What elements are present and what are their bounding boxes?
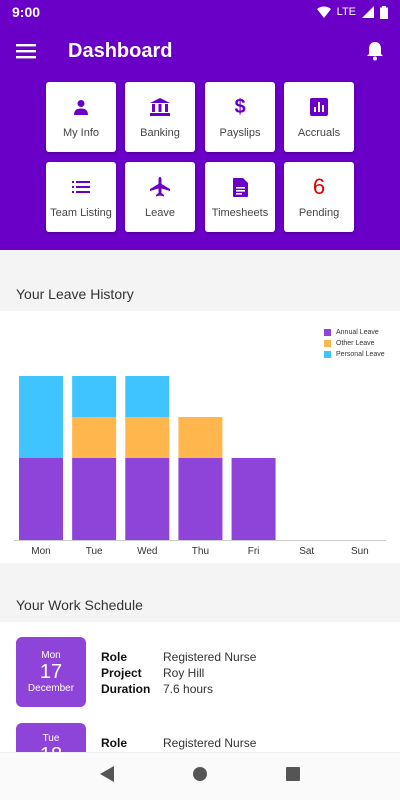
tile-label: Payslips (219, 127, 261, 139)
tile-payslips[interactable]: $ Payslips (205, 82, 275, 152)
tile-label: Pending (298, 207, 340, 219)
legend-item-annual: Annual Leave (324, 329, 385, 336)
x-tick-label: Sun (351, 546, 369, 557)
bar-other-leave-wed (125, 417, 170, 458)
legend-swatch (324, 340, 331, 347)
notification-bell-icon[interactable] (366, 41, 384, 61)
legend-label: Annual Leave (336, 329, 379, 336)
tile-label: Leave (145, 207, 175, 219)
schedule-item[interactable]: Tue 18 Role Registered Nurse (16, 723, 384, 752)
chart-legend: Annual Leave Other Leave Personal Leave (324, 329, 385, 362)
recents-icon[interactable] (286, 767, 301, 786)
role-label: Role (101, 736, 128, 750)
back-icon[interactable] (99, 766, 114, 787)
tile-timesheets[interactable]: Timesheets (205, 162, 275, 232)
shift-details: Role Registered Nurse Project Roy Hill Dur… (101, 649, 256, 697)
x-tick-label: Fri (248, 546, 260, 557)
bar-other-leave-thu (178, 417, 223, 458)
system-nav-bar (0, 752, 400, 800)
tile-my-info[interactable]: My Info (46, 82, 116, 152)
bar-personal-leave-mon (19, 376, 63, 458)
legend-label: Personal Leave (336, 351, 385, 358)
leave-history-card: Annual Leave Other Leave Personal Leave … (0, 311, 400, 563)
bank-icon (150, 98, 170, 116)
tile-team-listing[interactable]: Team Listing (46, 162, 116, 232)
bar-personal-leave-tue (72, 376, 117, 417)
app-bar: Dashboard (0, 24, 400, 78)
legend-item-other: Other Leave (324, 340, 385, 347)
legend-item-personal: Personal Leave (324, 351, 385, 358)
tile-label: Accruals (297, 127, 341, 139)
status-time: 9:00 (12, 4, 41, 20)
battery-icon (380, 5, 388, 19)
status-bar: 9:00 LTE (0, 0, 400, 24)
leave-history-heading: Your Leave History (16, 286, 134, 302)
project-value: Roy Hill (163, 666, 205, 680)
legend-swatch (324, 329, 331, 336)
x-tick-label: Sat (299, 546, 314, 557)
bar-other-leave-tue (72, 417, 117, 458)
document-icon (232, 177, 248, 197)
work-schedule-heading: Your Work Schedule (16, 597, 143, 613)
shift-details: Role Registered Nurse (101, 735, 256, 751)
bar-chart-icon (310, 98, 328, 116)
tile-accruals[interactable]: Accruals (284, 82, 354, 152)
work-schedule-card: Mon 17 December Role Registered Nurse Pro… (0, 622, 400, 752)
person-icon (74, 100, 88, 115)
x-tick-label: Tue (86, 546, 103, 557)
legend-label: Other Leave (336, 340, 375, 347)
date-weekday: Tue (42, 733, 60, 744)
bar-annual-leave-thu (178, 458, 223, 540)
menu-icon[interactable] (16, 43, 36, 59)
wifi-icon (316, 6, 331, 18)
role-value: Registered Nurse (163, 736, 257, 750)
x-tick-label: Wed (137, 546, 157, 557)
x-tick-label: Thu (192, 546, 209, 557)
list-icon (72, 181, 90, 193)
duration-value: 7.6 hours (163, 682, 214, 696)
role-value: Registered Nurse (163, 650, 257, 664)
legend-swatch (324, 351, 331, 358)
duration-label: Duration (101, 682, 151, 696)
date-day: 17 (39, 661, 63, 683)
schedule-item[interactable]: Mon 17 December Role Registered Nurse Pro… (16, 637, 384, 709)
leave-history-chart: Mon Tue Wed Thu Fri Sat Sun (14, 376, 386, 557)
tile-label: My Info (62, 127, 100, 139)
tile-pending[interactable]: 6 Pending (284, 162, 354, 232)
date-weekday: Mon (41, 650, 61, 661)
bar-annual-leave-tue (72, 458, 117, 540)
role-label: Role (101, 650, 128, 664)
bar-annual-leave-fri (231, 458, 276, 540)
project-label: Project (101, 666, 142, 680)
date-box: Mon 17 December (16, 637, 86, 707)
airplane-icon (150, 177, 170, 197)
network-label: LTE (336, 6, 356, 18)
page-title: Dashboard (68, 39, 173, 62)
bar-annual-leave-wed (125, 458, 170, 540)
pending-count: 6 (312, 174, 326, 199)
bar-annual-leave-mon (19, 458, 63, 540)
quick-actions-grid: My Info Banking $ Payslips Accruals Team… (0, 78, 400, 250)
signal-icon (362, 6, 374, 18)
tile-leave[interactable]: Leave (125, 162, 195, 232)
date-month: December (27, 683, 75, 694)
date-box: Tue 18 (16, 723, 86, 752)
tile-label: Team Listing (50, 207, 112, 219)
status-icons: LTE (316, 5, 388, 19)
bar-personal-leave-wed (125, 376, 170, 417)
home-icon[interactable] (192, 767, 207, 786)
tile-label: Timesheets (211, 207, 269, 219)
date-day: 18 (40, 744, 62, 752)
x-tick-label: Mon (31, 546, 50, 557)
dollar-icon: $ (234, 95, 246, 118)
tile-banking[interactable]: Banking (125, 82, 195, 152)
tile-label: Banking (140, 127, 180, 139)
